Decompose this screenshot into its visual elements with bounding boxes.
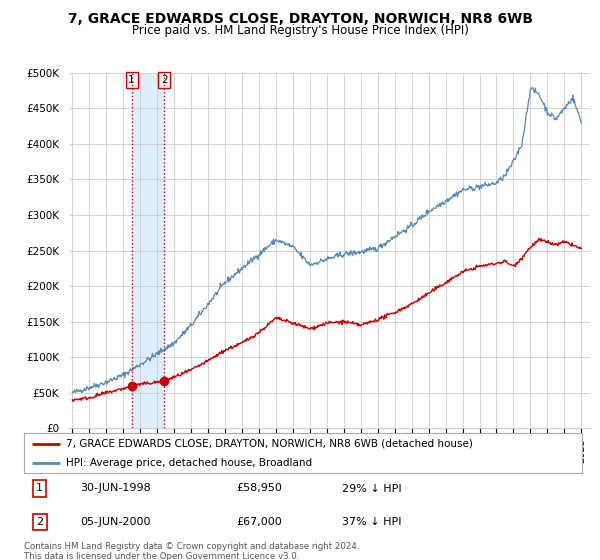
- Bar: [131, 73, 164, 428]
- Text: 37% ↓ HPI: 37% ↓ HPI: [342, 517, 401, 527]
- Text: £58,950: £58,950: [236, 483, 282, 493]
- Text: 2: 2: [161, 75, 167, 85]
- Text: 2: 2: [36, 517, 43, 527]
- Text: £67,000: £67,000: [236, 517, 282, 527]
- Text: HPI: Average price, detached house, Broadland: HPI: Average price, detached house, Broa…: [66, 458, 312, 468]
- Text: 1: 1: [128, 75, 135, 85]
- Text: 1: 1: [36, 483, 43, 493]
- Text: Price paid vs. HM Land Registry's House Price Index (HPI): Price paid vs. HM Land Registry's House …: [131, 24, 469, 36]
- Text: 7, GRACE EDWARDS CLOSE, DRAYTON, NORWICH, NR8 6WB: 7, GRACE EDWARDS CLOSE, DRAYTON, NORWICH…: [67, 12, 533, 26]
- Text: 30-JUN-1998: 30-JUN-1998: [80, 483, 151, 493]
- Text: 29% ↓ HPI: 29% ↓ HPI: [342, 483, 401, 493]
- Text: 05-JUN-2000: 05-JUN-2000: [80, 517, 151, 527]
- Text: Contains HM Land Registry data © Crown copyright and database right 2024.
This d: Contains HM Land Registry data © Crown c…: [24, 542, 359, 560]
- Text: 7, GRACE EDWARDS CLOSE, DRAYTON, NORWICH, NR8 6WB (detached house): 7, GRACE EDWARDS CLOSE, DRAYTON, NORWICH…: [66, 439, 473, 449]
